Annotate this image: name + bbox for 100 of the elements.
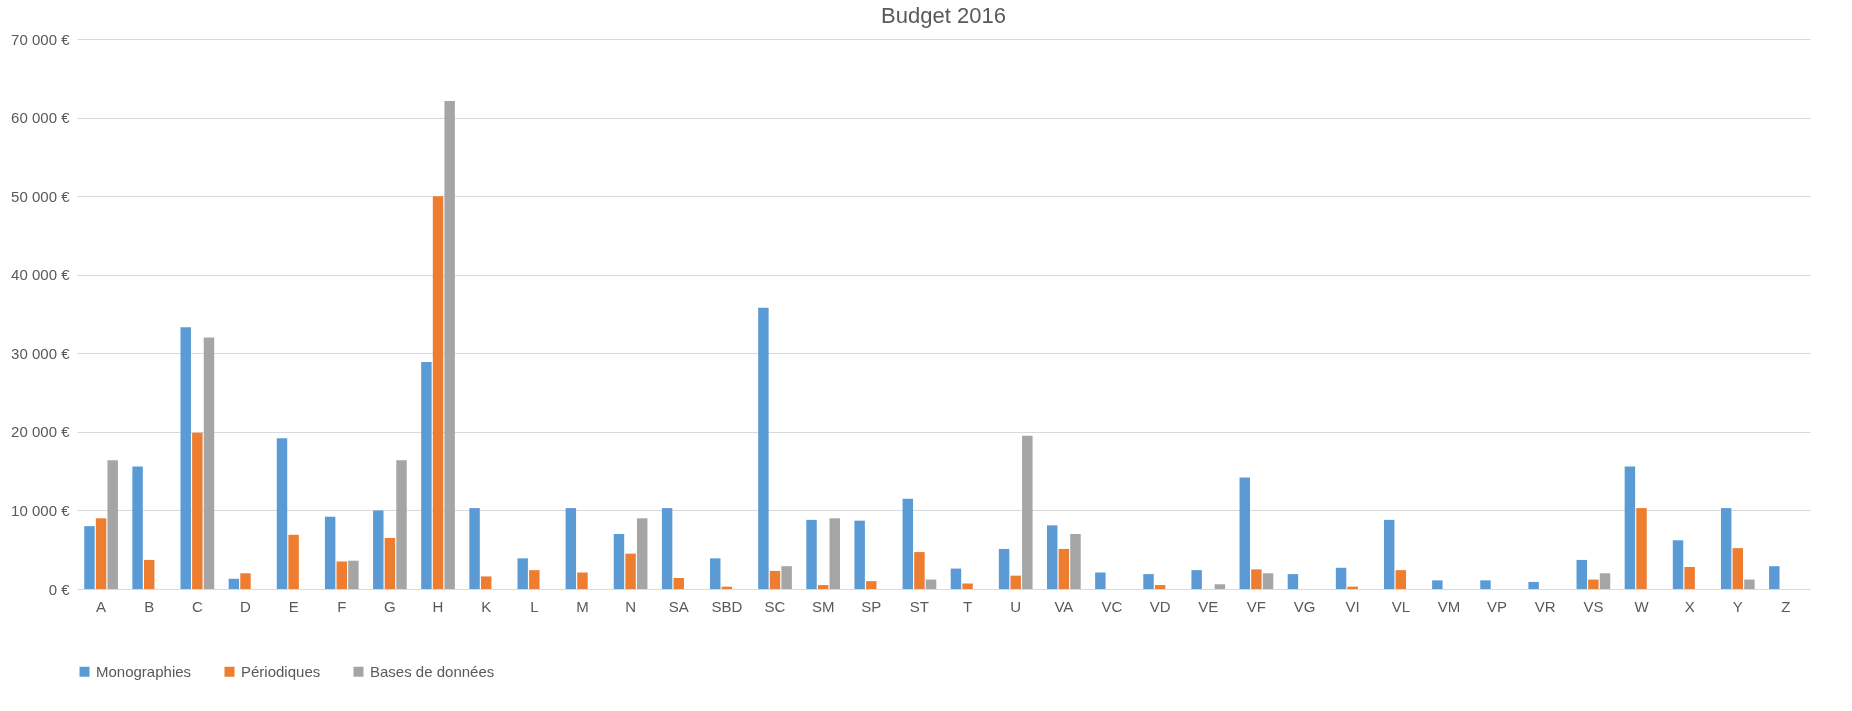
chart-title: Budget 2016 (881, 3, 1006, 28)
x-tick-label: L (530, 597, 539, 615)
y-tick-label: 30 000 € (11, 344, 71, 362)
bar (1732, 548, 1744, 589)
bar (240, 573, 251, 589)
bar (1335, 567, 1347, 589)
bar (143, 559, 155, 589)
bar (324, 516, 336, 589)
x-tick-label: B (144, 597, 155, 615)
bar (1599, 573, 1611, 589)
bar (806, 519, 817, 589)
bar (1022, 435, 1033, 589)
x-tick-label: U (1010, 597, 1022, 615)
y-tick-label: 0 € (48, 580, 71, 598)
bar (1143, 574, 1154, 589)
x-tick-label: SC (764, 597, 786, 615)
bar (781, 566, 792, 589)
bar (1262, 573, 1274, 589)
bar (1070, 534, 1081, 589)
bar (866, 581, 877, 589)
bar (1214, 584, 1226, 589)
bar (1672, 540, 1684, 589)
bar (1636, 508, 1647, 589)
bar (336, 561, 347, 589)
bar (925, 579, 937, 589)
x-tick-label: VI (1345, 597, 1360, 615)
bar (421, 361, 432, 589)
bar (769, 570, 781, 589)
bar (1239, 477, 1251, 589)
bar (192, 432, 203, 589)
bar (661, 508, 673, 589)
bar (710, 558, 721, 589)
bar (444, 101, 455, 589)
bar (673, 578, 684, 589)
bar (1251, 569, 1262, 589)
bar (1432, 580, 1443, 589)
bar (84, 526, 95, 589)
bar (1528, 581, 1539, 589)
y-tick-label: 70 000 € (11, 30, 71, 48)
x-tick-label: G (384, 597, 396, 615)
bar (384, 537, 396, 589)
y-tick-label: 20 000 € (11, 423, 71, 441)
bar (1058, 548, 1070, 589)
bar (396, 460, 407, 589)
bar (480, 576, 492, 589)
x-tick-label: A (96, 597, 107, 615)
x-tick-label: VR (1534, 597, 1556, 615)
x-tick-label: N (625, 597, 637, 615)
x-tick-label: VM (1437, 597, 1461, 615)
x-tick-label: VG (1293, 597, 1316, 615)
x-tick-label: SA (668, 597, 689, 615)
bar (1684, 567, 1695, 589)
bar (1383, 519, 1395, 589)
bar (228, 578, 240, 589)
bar (1395, 570, 1407, 589)
bar (276, 438, 288, 589)
x-tick-label: VC (1101, 597, 1123, 615)
bar (1095, 572, 1106, 589)
bar (998, 548, 1010, 589)
bar (1744, 579, 1755, 589)
bar (1588, 579, 1599, 589)
y-tick-label: 10 000 € (11, 501, 71, 519)
x-tick-label: H (432, 597, 444, 615)
x-tick-label: VE (1198, 597, 1219, 615)
bar (625, 553, 636, 589)
x-tick-label: K (481, 597, 492, 615)
x-tick-label: SP (861, 597, 882, 615)
bar (517, 558, 528, 589)
bar (203, 337, 215, 589)
bar (373, 510, 384, 589)
bar (758, 307, 769, 589)
x-tick-label: VF (1246, 597, 1266, 615)
legend-label: Bases de données (370, 662, 495, 680)
bar (636, 518, 648, 589)
bar (1576, 559, 1587, 589)
bar (288, 534, 299, 589)
x-tick-label: D (240, 597, 252, 615)
x-tick-label: SBD (711, 597, 743, 615)
bar (854, 520, 865, 589)
bar (1720, 508, 1732, 589)
x-tick-label: T (962, 597, 973, 615)
x-tick-label: X (1684, 597, 1695, 615)
y-tick-label: 40 000 € (11, 266, 71, 284)
x-tick-label: ST (909, 597, 930, 615)
x-tick-label: E (288, 597, 299, 615)
x-tick-label: C (191, 597, 203, 615)
bar (529, 570, 540, 589)
x-tick-label: VD (1149, 597, 1171, 615)
bar (1287, 574, 1299, 589)
bar (577, 572, 588, 589)
bar (613, 534, 625, 589)
bar (902, 498, 914, 589)
x-tick-label: M (576, 597, 589, 615)
bar (1624, 466, 1636, 589)
x-tick-label: SM (811, 597, 835, 615)
bar (1047, 525, 1058, 589)
x-tick-label: F (337, 597, 347, 615)
legend-label: Monographies (96, 662, 192, 680)
x-tick-label: VA (1054, 597, 1074, 615)
bar (829, 518, 840, 589)
